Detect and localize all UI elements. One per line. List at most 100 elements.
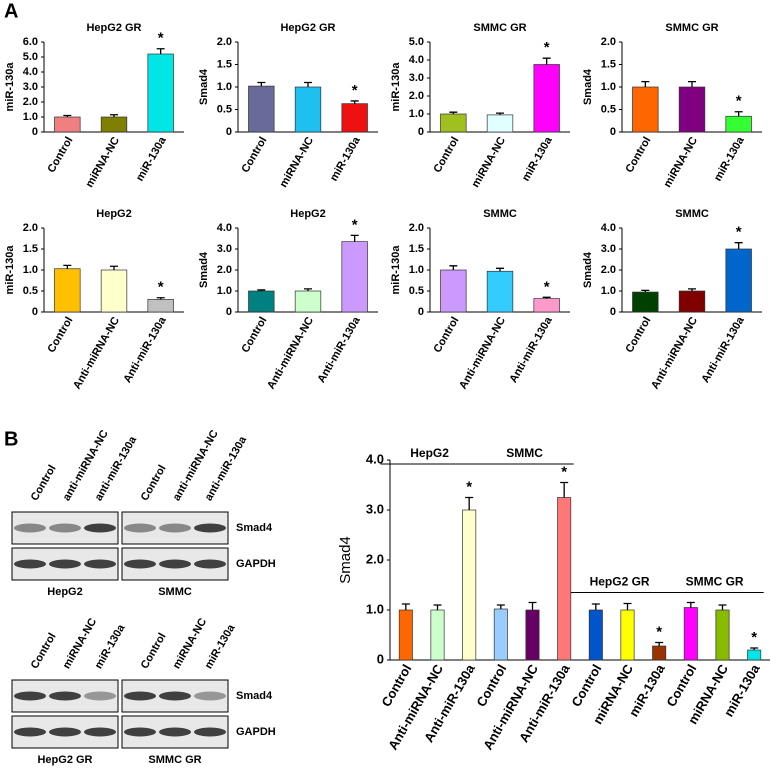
error-bar [465,496,474,510]
y-tick-label: 5.0 [23,51,38,63]
blot-band [49,559,81,569]
error-bar [350,234,359,242]
bar [533,64,560,133]
y-axis-label: miR-130a [390,245,402,295]
error-bar [433,604,442,610]
bar [533,298,560,313]
x-tick-label: miR-130a [712,134,747,183]
error-bar [110,265,118,270]
blot-band [159,691,191,701]
lane-label: Control [139,631,169,671]
error-bar [156,297,165,300]
bar [588,609,603,661]
error-bar [542,57,551,65]
error-bar [304,288,312,291]
bar [678,290,706,313]
x-tick-label: Anti-miR-130a [507,314,555,385]
significance-mark: * [544,39,550,56]
lane-label: Control [29,463,59,503]
blot-band [194,691,226,701]
x-tick-label: Control [432,315,462,355]
blot-band [124,691,156,701]
error-bar [688,80,696,87]
error-bar [110,114,118,117]
bar [493,608,508,661]
error-bar [449,111,458,114]
y-tick-label: 3.0 [23,81,38,93]
y-tick-label: 4.0 [23,66,38,78]
y-tick-label: 0 [610,306,616,318]
bar [725,248,752,313]
error-bar [734,242,743,249]
chart-title: SMMC [483,208,517,220]
blot-band [194,523,226,533]
bar [486,270,514,313]
x-tick-label: miR-130a [328,134,363,183]
blot-band [14,691,46,701]
error-bar [528,601,537,610]
panel-label: A [4,0,18,22]
bar [147,299,174,313]
y-tick-label: 4.0 [366,451,384,466]
bar [747,649,762,661]
y-tick-label: 3.0 [366,501,384,516]
blot-band [49,727,81,737]
blot-band [124,559,156,569]
y-tick-label: 3.0 [217,243,232,255]
y-tick-label: 1.0 [217,81,232,93]
y-tick-label: 1.5 [601,58,616,70]
bar [54,268,81,313]
blot-band [124,727,156,737]
y-tick-label: 1.5 [217,58,232,70]
bar [557,497,572,661]
bar [100,116,128,133]
x-tick-label: Control [432,135,462,175]
y-tick-label: 3.0 [601,243,616,255]
blot-band [159,559,191,569]
error-bar [560,481,569,498]
x-tick-label: miRNA-NC [662,135,701,190]
group-label: HepG2 GR [590,575,650,589]
y-axis-label: miR-130a [4,62,16,112]
blot-band [14,559,46,569]
x-tick-label: miR-130a [134,134,169,183]
x-tick-label: Anti-miRNA-NC [649,315,700,391]
error-bar [655,641,664,646]
x-tick-label: miRNA-NC [278,135,317,190]
x-tick-label: Control [624,315,654,355]
bar [632,86,659,133]
blot-group-label: SMMC [158,586,192,598]
y-axis-label: miR-130a [390,62,402,112]
y-axis-label: Smad4 [198,251,210,288]
lane-label: miR-130a [93,622,128,671]
y-tick-label: 1.5 [23,243,38,255]
y-tick-label: 0 [32,126,38,138]
error-bar [304,81,312,87]
y-tick-label: 2.0 [23,222,38,234]
y-tick-label: 6.0 [23,36,38,48]
bar [248,290,275,313]
chart-title: SMMC [675,208,709,220]
bar [440,113,467,133]
blot-row-label: GAPDH [236,558,276,570]
y-tick-label: 2.0 [23,96,38,108]
y-tick-label: 0 [418,126,424,138]
blot-band [84,691,116,701]
significance-mark: * [352,216,358,233]
significance-mark: * [158,279,164,296]
x-tick-label: Control [46,135,76,175]
chart-title: HepG2 [290,208,325,220]
group-label: SMMC GR [686,575,744,589]
y-axis-label: Smad4 [198,68,210,105]
y-tick-label: 2.0 [409,90,424,102]
error-bar [496,267,504,272]
blot-row-label: Smad4 [236,522,273,534]
x-tick-label: Anti-miRNA-NC [71,315,122,391]
y-tick-label: 5.0 [409,36,424,48]
blot-band [124,523,156,533]
y-tick-label: 1.0 [217,285,232,297]
error-bar [496,604,505,609]
x-tick-label: Control [240,135,270,175]
y-tick-label: 4.0 [409,54,424,66]
y-tick-label: 0.5 [217,103,232,115]
